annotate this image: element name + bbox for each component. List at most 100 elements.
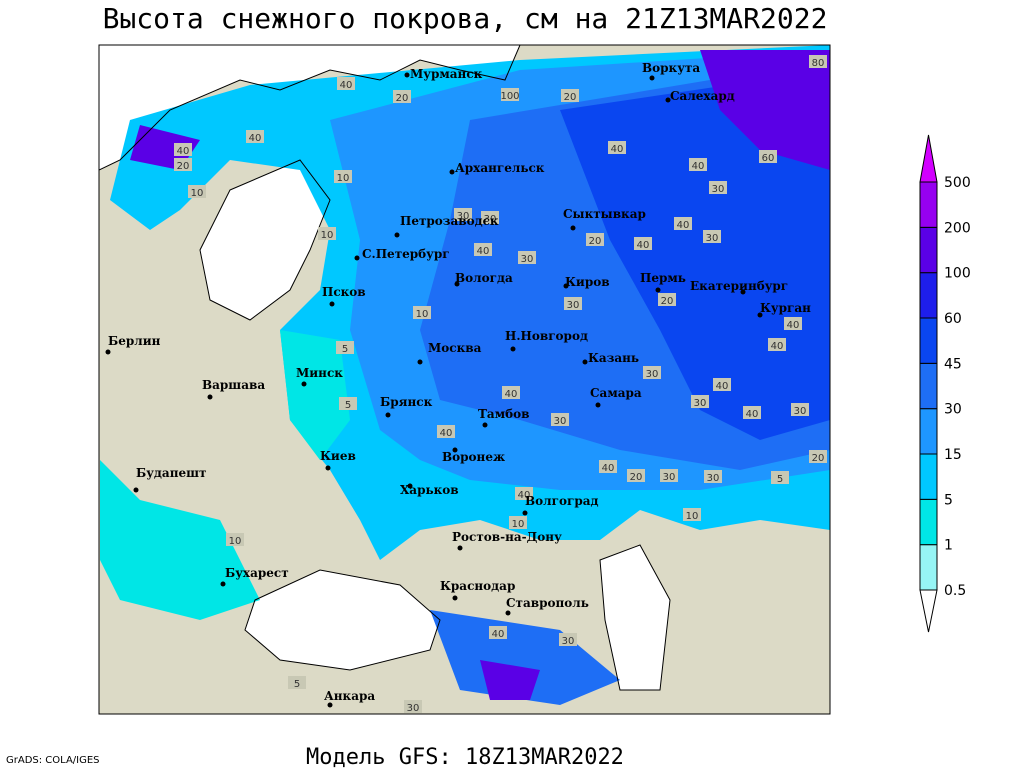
city-label: Москва (428, 341, 482, 355)
contour-label-bg (768, 338, 786, 351)
contour-label: 10 (512, 519, 525, 530)
contour-label: 40 (771, 341, 784, 352)
credit: GrADS: COLA/IGES (6, 755, 100, 766)
contour-label: 30 (554, 416, 567, 427)
contour-label-bg (674, 217, 692, 230)
city-label: Н.Новгород (505, 329, 588, 343)
city-label: Ставрополь (506, 596, 589, 610)
city-label: Екатеринбург (690, 279, 788, 293)
city-dot (354, 255, 360, 261)
city-dot (510, 346, 516, 352)
contour-label-bg (608, 141, 626, 154)
contour-label: 40 (637, 240, 650, 251)
contour-label-bg (561, 89, 579, 102)
city-label: Брянск (380, 395, 433, 409)
contour-label-bg (709, 181, 727, 194)
city-label: Анкара (324, 689, 375, 703)
city-label: Архангельск (455, 161, 545, 175)
contour-label-bg (246, 130, 264, 143)
contour-label-bg (501, 88, 519, 101)
city-dot (655, 287, 661, 293)
city-label: Берлин (108, 334, 161, 348)
colorbar-label: 60 (944, 311, 962, 327)
contour-label: 40 (177, 146, 190, 157)
contour-label: 5 (342, 344, 348, 355)
contour-label: 10 (686, 511, 699, 522)
city-label: Воркута (642, 61, 700, 75)
city-dot (757, 312, 763, 318)
city-dot (665, 97, 671, 103)
colorbar-band (919, 272, 938, 319)
contour-label-bg (771, 471, 789, 484)
colorbar-label: 15 (944, 447, 962, 463)
city-label: Вологда (455, 271, 513, 285)
contour-label: 20 (630, 472, 643, 483)
city-label: С.Петербург (362, 247, 450, 261)
city-label: Салехард (670, 89, 735, 103)
contour-label: 60 (762, 153, 775, 164)
contour-label: 5 (777, 474, 783, 485)
contour-label-bg (481, 211, 499, 224)
contour-label: 20 (396, 93, 409, 104)
contour-label-bg (509, 516, 527, 529)
colorbar-label: 500 (944, 175, 971, 191)
contour-label: 40 (692, 161, 705, 172)
contour-label: 5 (345, 400, 351, 411)
contour-label-bg (226, 533, 244, 546)
contour-label-bg (743, 406, 761, 419)
title: Высота снежного покрова, см на 21Z13MAR2… (103, 2, 828, 35)
city-dot (385, 412, 391, 418)
city-dot (457, 545, 463, 551)
city-label: Варшава (202, 378, 265, 392)
contour-label-bg (784, 317, 802, 330)
contour-label-bg (437, 425, 455, 438)
contour-label: 30 (712, 184, 725, 195)
contour-label-bg (660, 469, 678, 482)
colorbar-label: 1 (944, 538, 953, 554)
contour-label: 40 (602, 463, 615, 474)
contour-label-bg (393, 90, 411, 103)
contour-label: 20 (564, 92, 577, 103)
contour-label: 20 (661, 296, 674, 307)
contour-label: 40 (249, 133, 262, 144)
city-dot (404, 72, 410, 78)
city-dot (301, 381, 307, 387)
contour-label-bg (489, 626, 507, 639)
city-label: Киров (565, 275, 610, 289)
city-dot (505, 610, 511, 616)
contour-label-bg (691, 395, 709, 408)
colorbar-band (919, 544, 938, 591)
city-label: Ростов-на-Дону (452, 530, 562, 544)
city-label: Воронеж (442, 450, 505, 464)
contour-label: 40 (611, 144, 624, 155)
contour-label-bg (791, 403, 809, 416)
city-dot (327, 702, 333, 708)
contour-label-bg (336, 341, 354, 354)
colorbar-band (919, 362, 938, 410)
subtitle: Модель GFS: 18Z13MAR2022 (306, 745, 624, 768)
city-dot (329, 301, 335, 307)
contour-label-bg (339, 397, 357, 410)
city-dot (449, 169, 455, 175)
colorbar-label: 0.5 (944, 583, 966, 599)
contour-label: 10 (416, 309, 429, 320)
contour-label: 40 (492, 629, 505, 640)
colorbar-band (919, 181, 938, 228)
contour-label-bg (518, 251, 536, 264)
city-label: Петрозаводск (400, 214, 499, 228)
contour-label-bg (334, 170, 352, 183)
city-dot (452, 595, 458, 601)
city-label: Казань (588, 351, 639, 365)
contour-label: 30 (521, 254, 534, 265)
city-label: Харьков (400, 483, 459, 497)
city-dot (570, 225, 576, 231)
contour-label: 40 (677, 220, 690, 231)
contour-label-bg (188, 185, 206, 198)
city-label: Мурманск (410, 67, 483, 81)
contour-label-bg (318, 227, 336, 240)
city-label: Пермь (640, 271, 686, 285)
city-dot (220, 581, 226, 587)
colorbar-label: 45 (944, 356, 962, 372)
contour-label-bg (559, 633, 577, 646)
